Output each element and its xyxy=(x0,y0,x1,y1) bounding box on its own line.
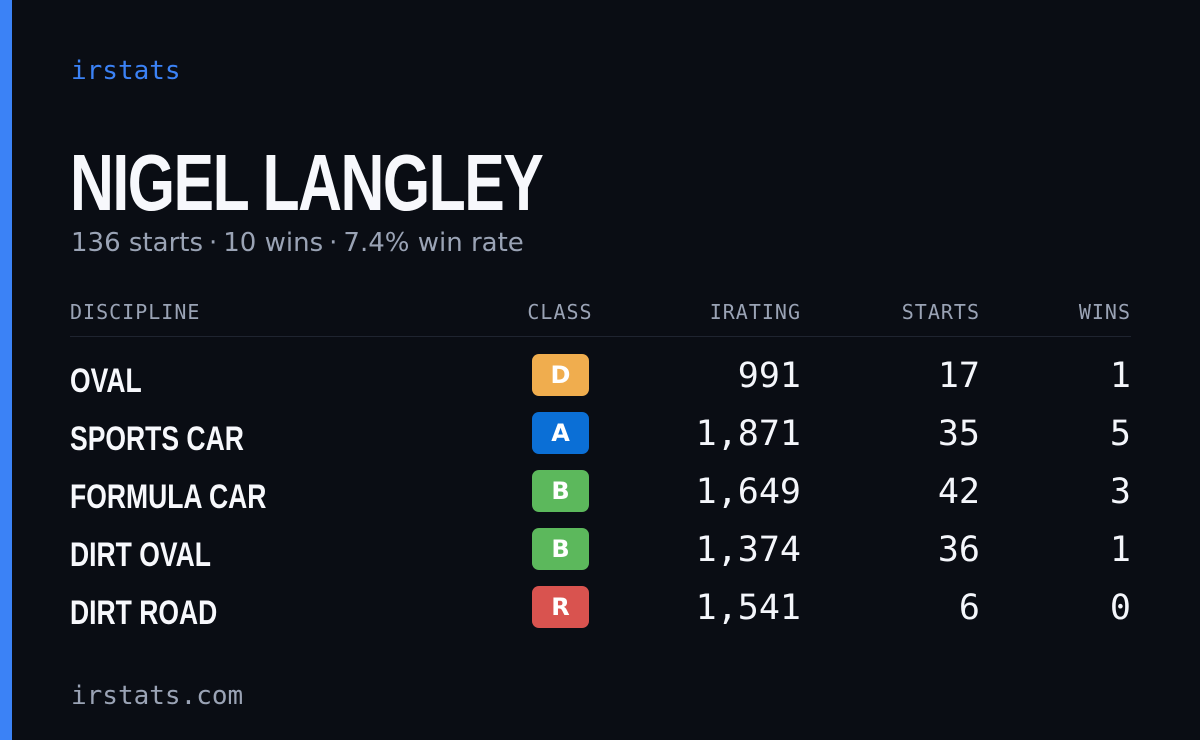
irating-value: 991 xyxy=(737,356,801,396)
summary-separator: · xyxy=(209,228,218,258)
starts-value: 42 xyxy=(937,472,980,512)
class-badge: R xyxy=(532,586,589,628)
table-row: SPORTS CAR A 1,871 35 5 xyxy=(70,408,1131,466)
class-badge: B xyxy=(532,528,589,570)
winrate-summary: 7.4% win rate xyxy=(343,228,524,258)
header-class: CLASS xyxy=(527,300,593,324)
table-row: DIRT OVAL B 1,374 36 1 xyxy=(70,524,1131,582)
irating-value: 1,649 xyxy=(695,472,801,512)
discipline-name: DIRT OVAL xyxy=(70,536,211,574)
class-badge: D xyxy=(532,354,589,396)
discipline-name: SPORTS CAR xyxy=(70,420,244,458)
driver-name: NIGEL LANGLEY xyxy=(70,138,544,227)
wins-value: 1 xyxy=(1109,530,1131,570)
summary-separator: · xyxy=(329,228,338,258)
wins-value: 3 xyxy=(1109,472,1131,512)
starts-value: 17 xyxy=(937,356,980,396)
header-irating: IRATING xyxy=(709,300,801,324)
accent-bar xyxy=(0,0,12,740)
starts-value: 35 xyxy=(937,414,980,454)
brand-logo: irstats xyxy=(71,56,181,86)
irating-value: 1,541 xyxy=(695,588,801,628)
discipline-name: DIRT ROAD xyxy=(70,594,218,632)
wins-value: 5 xyxy=(1109,414,1131,454)
wins-summary: 10 wins xyxy=(223,228,324,258)
table-row: OVAL D 991 17 1 xyxy=(70,350,1131,408)
header-wins: WINS xyxy=(1078,300,1131,324)
discipline-name: FORMULA CAR xyxy=(70,478,267,516)
discipline-name: OVAL xyxy=(70,362,142,400)
discipline-table: OVAL D 991 17 1 SPORTS CAR A 1,871 35 5 … xyxy=(70,350,1131,640)
driver-summary: 136 starts · 10 wins · 7.4% win rate xyxy=(71,228,524,258)
starts-value: 36 xyxy=(937,530,980,570)
irating-value: 1,374 xyxy=(695,530,801,570)
table-row: DIRT ROAD R 1,541 6 0 xyxy=(70,582,1131,640)
starts-value: 6 xyxy=(958,588,980,628)
header-discipline: DISCIPLINE xyxy=(70,300,201,324)
class-badge: A xyxy=(532,412,589,454)
header-starts: STARTS xyxy=(901,300,980,324)
irating-value: 1,871 xyxy=(695,414,801,454)
wins-value: 1 xyxy=(1109,356,1131,396)
table-header: DISCIPLINE CLASS IRATING STARTS WINS xyxy=(70,300,1131,337)
class-badge: B xyxy=(532,470,589,512)
starts-summary: 136 starts xyxy=(71,228,203,258)
footer-url: irstats.com xyxy=(71,681,244,711)
wins-value: 0 xyxy=(1109,588,1131,628)
table-row: FORMULA CAR B 1,649 42 3 xyxy=(70,466,1131,524)
